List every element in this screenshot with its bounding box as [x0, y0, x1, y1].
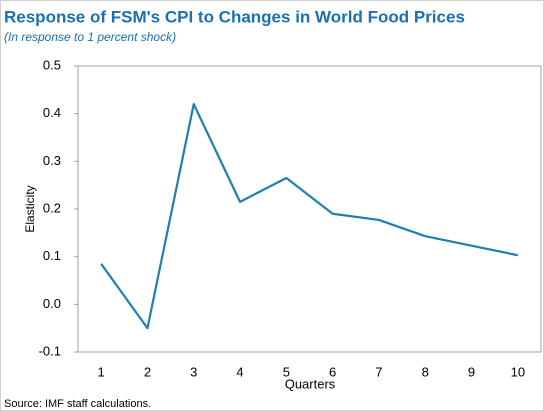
x-tick-label: 4	[236, 364, 243, 379]
y-axis-label: Elasticity	[23, 185, 37, 232]
plot-area	[77, 65, 542, 353]
y-tick-label: 0.1	[43, 248, 61, 263]
y-tick-label: 0.3	[43, 153, 61, 168]
x-axis-label: Quarters	[285, 376, 336, 391]
y-tick-label: 0.5	[43, 57, 61, 72]
chart-title: Response of FSM's CPI to Changes in Worl…	[4, 7, 465, 26]
x-tick-label: 6	[329, 364, 336, 379]
x-tick-label: 10	[511, 364, 525, 379]
y-tick-label: -0.1	[39, 343, 61, 358]
x-tick-label: 3	[190, 364, 197, 379]
chart-subtitle: (In response to 1 percent shock)	[4, 30, 176, 44]
x-tick-label: 8	[422, 364, 429, 379]
y-tick-label: 0.2	[43, 200, 61, 215]
x-tick-label: 9	[468, 364, 475, 379]
y-tick-label: 0.0	[43, 296, 61, 311]
data-line	[100, 103, 519, 330]
x-tick-label: 5	[283, 364, 290, 379]
y-tick-label: 0.4	[43, 105, 61, 120]
x-tick-label: 7	[375, 364, 382, 379]
source-note: Source: IMF staff calculations.	[4, 398, 151, 410]
x-tick-label: 2	[144, 364, 151, 379]
x-tick-label: 1	[98, 364, 105, 379]
